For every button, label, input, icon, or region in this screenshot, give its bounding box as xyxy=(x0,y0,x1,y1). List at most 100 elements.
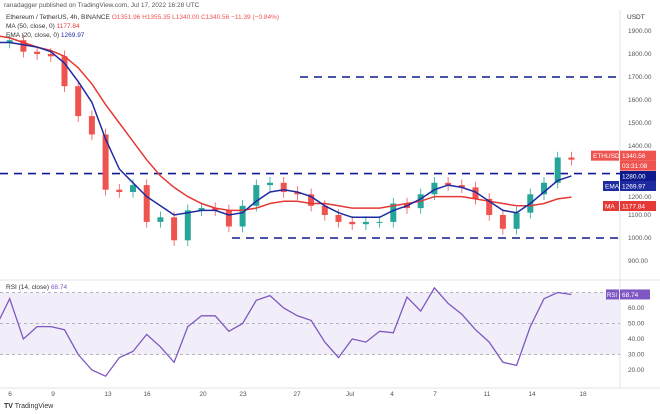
candle xyxy=(513,212,520,229)
ma-value-tag xyxy=(620,201,656,211)
candle xyxy=(349,221,356,225)
candle xyxy=(47,54,54,57)
candle xyxy=(294,192,301,195)
rsi-value-tag xyxy=(620,289,650,300)
candle xyxy=(253,185,260,206)
x-tick-label: 23 xyxy=(239,391,247,398)
x-tick-label: 13 xyxy=(104,391,112,398)
ma-legend[interactable]: MA (50, close, 0) 1177.84 xyxy=(6,23,80,31)
rsi-legend[interactable]: RSI (14, close) 68.74 xyxy=(6,284,67,292)
ma-value: 1177.84 xyxy=(56,23,80,30)
candle xyxy=(143,185,150,222)
y-tick-label: 1600.00 xyxy=(628,97,652,104)
candle xyxy=(212,208,219,211)
rsi-tick-label: 30.00 xyxy=(628,352,645,359)
candle xyxy=(445,182,452,186)
open: O1351.96 xyxy=(111,14,141,21)
tradingview-logo[interactable]: TV TradingView xyxy=(4,403,54,410)
ema-value: 1269.97 xyxy=(60,32,85,39)
y-tick-label: 1400.00 xyxy=(628,143,652,150)
candle xyxy=(198,208,205,211)
y-tick-label: 1800.00 xyxy=(628,51,652,58)
x-tick-label: 9 xyxy=(51,391,55,398)
x-tick-label: 4 xyxy=(390,391,394,398)
candle xyxy=(376,221,383,223)
candle xyxy=(75,86,82,117)
candle xyxy=(362,221,369,225)
change: −11.39 (−0.84%) xyxy=(231,14,280,21)
ema-tag-text: EMA xyxy=(605,184,620,191)
countdown-tag-text: 03:31:08 xyxy=(622,163,648,170)
candle xyxy=(34,51,41,54)
publisher-line: ranadagger published on TradingView.com,… xyxy=(4,2,200,9)
ma-tag xyxy=(603,201,619,211)
level-tag-1280-text: 1280.00 xyxy=(622,174,646,181)
candle xyxy=(88,116,95,135)
rsi-tick-label: 60.00 xyxy=(628,305,645,312)
ema-value-tag-text: 1269.97 xyxy=(622,184,646,191)
last-price-tag-text: 1340.56 xyxy=(622,153,646,160)
candle xyxy=(390,203,397,222)
symbol-tag-text: ETHUSDT xyxy=(593,153,624,160)
x-tick-label: 18 xyxy=(579,391,587,398)
rsi-label: RSI (14, close) xyxy=(6,284,49,291)
ohlc-legend: Ethereum / TetherUS, 4h, BINANCE O1351.9… xyxy=(6,14,279,22)
ma50-line xyxy=(0,35,572,212)
brand-label: TradingView xyxy=(14,403,54,410)
candle xyxy=(499,215,506,229)
ema-tag xyxy=(603,181,619,191)
candle xyxy=(541,182,547,195)
candle xyxy=(458,185,465,188)
x-tick-label: 7 xyxy=(433,391,437,398)
y-tick-label: 1000.00 xyxy=(628,235,652,242)
y-tick-label: 1100.00 xyxy=(628,212,651,219)
ema20-line xyxy=(0,41,572,219)
y-tick-label: 1700.00 xyxy=(628,74,652,81)
rsi-value-tag-text: 68.74 xyxy=(622,292,639,299)
x-tick-label: 16 xyxy=(143,391,151,398)
candle xyxy=(472,187,479,199)
ema-legend[interactable]: EMA (20, close, 0) 1269.97 xyxy=(6,32,84,40)
symbol-tag xyxy=(591,150,619,161)
ema-label: EMA (20, close, 0) xyxy=(6,32,60,39)
rsi-tick-label: 40.00 xyxy=(628,336,645,343)
last-price-tag xyxy=(620,150,656,161)
candle xyxy=(486,198,493,215)
candle xyxy=(280,182,287,192)
candle xyxy=(321,205,328,215)
x-tick-label: Jul xyxy=(346,391,355,398)
close: C1340.56 xyxy=(201,14,230,21)
candle xyxy=(431,182,438,195)
rsi-tick-label: 50.00 xyxy=(628,321,645,328)
currency-label: USDT xyxy=(627,14,645,21)
level-tag-1280 xyxy=(620,171,656,181)
symbol-label: Ethereum / TetherUS, 4h, BINANCE xyxy=(6,14,110,21)
x-tick-label: 14 xyxy=(528,391,536,398)
candle xyxy=(171,217,178,241)
candle xyxy=(225,210,232,227)
countdown-tag xyxy=(620,160,656,171)
candle xyxy=(116,189,123,192)
candle xyxy=(335,215,342,222)
rsi-line xyxy=(0,286,572,378)
high: H1355.35 xyxy=(142,14,171,21)
y-tick-label: 1900.00 xyxy=(628,28,652,35)
candle xyxy=(554,157,561,183)
x-tick-label: 6 xyxy=(8,391,12,398)
candle xyxy=(267,182,273,186)
y-tick-label: 1200.00 xyxy=(628,194,652,201)
rsi-tag xyxy=(606,289,619,300)
ma-value-tag-text: 1177.84 xyxy=(622,204,645,211)
y-tick-label: 900.00 xyxy=(628,258,648,265)
candle xyxy=(184,210,191,241)
candle xyxy=(130,185,136,192)
low: L1340.00 xyxy=(172,14,200,21)
x-tick-label: 11 xyxy=(484,391,491,398)
rsi-tick-label: 20.00 xyxy=(628,367,645,374)
rsi-value: 68.74 xyxy=(50,284,68,291)
candle xyxy=(102,134,109,190)
x-tick-label: 27 xyxy=(293,391,301,398)
ma-tag-text: MA xyxy=(605,204,615,211)
candle xyxy=(568,157,575,160)
